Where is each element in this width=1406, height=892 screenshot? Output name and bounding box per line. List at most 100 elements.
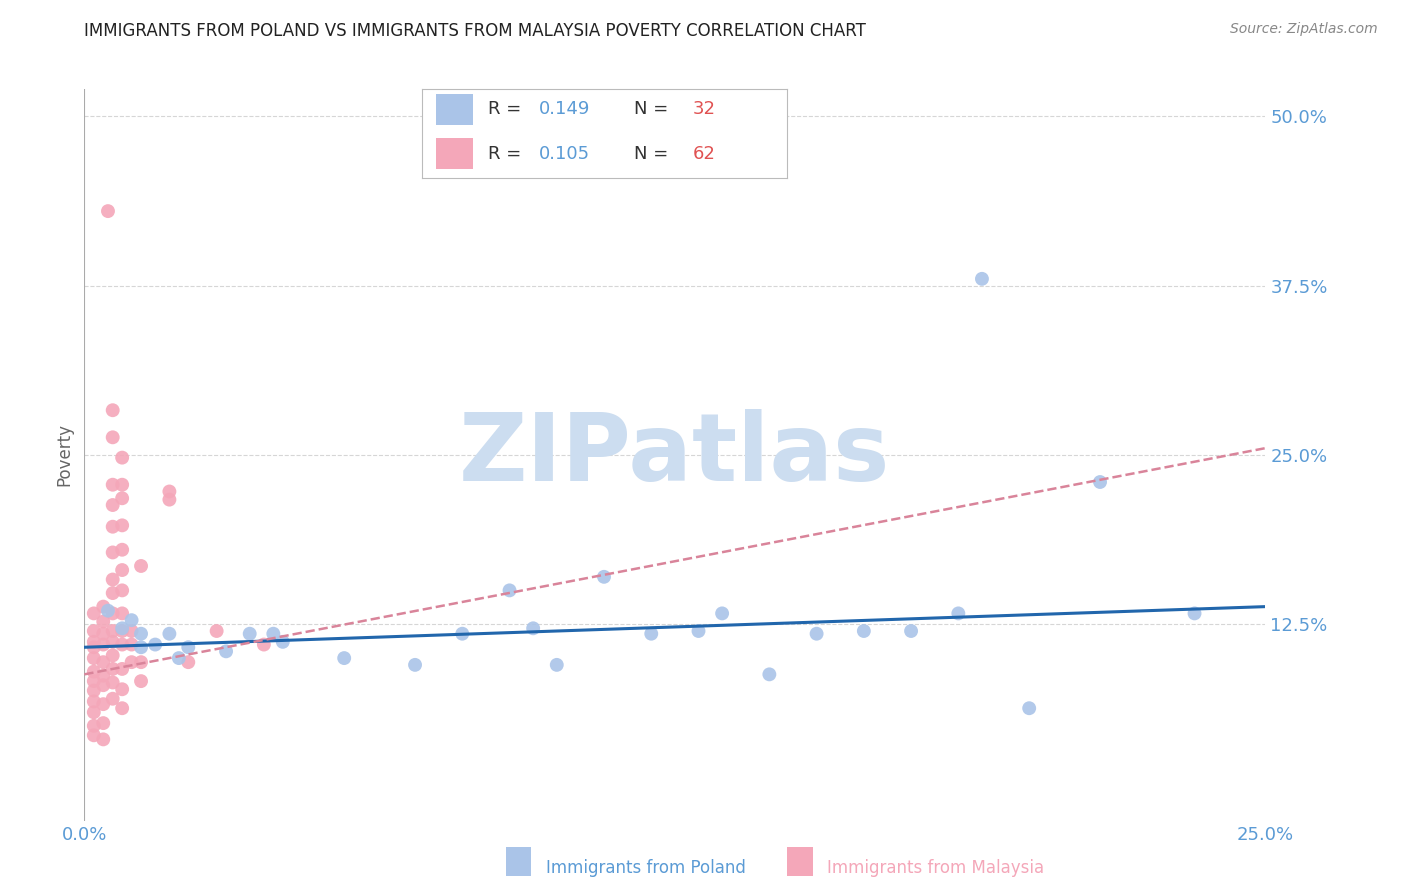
Point <box>91 626 114 640</box>
Point <box>83 635 105 649</box>
Point <box>111 662 134 676</box>
Point <box>101 519 124 533</box>
Point <box>333 651 356 665</box>
Point <box>111 638 134 652</box>
Point <box>101 662 124 676</box>
Point <box>688 624 710 638</box>
Point <box>97 204 120 219</box>
Text: N =: N = <box>634 145 673 163</box>
Point <box>129 674 152 689</box>
Point <box>121 655 143 669</box>
Point <box>167 651 190 665</box>
Point <box>101 498 124 512</box>
Point <box>215 644 238 658</box>
Text: Immigrants from Malaysia: Immigrants from Malaysia <box>827 859 1043 877</box>
Point <box>143 638 166 652</box>
Point <box>1184 607 1206 621</box>
Point <box>177 640 200 655</box>
Point <box>205 624 228 638</box>
Text: 32: 32 <box>692 100 716 119</box>
Point <box>239 626 262 640</box>
Point <box>83 607 105 621</box>
Text: 62: 62 <box>692 145 716 163</box>
Point <box>83 665 105 679</box>
Point <box>101 691 124 706</box>
Point <box>111 583 134 598</box>
Text: R =: R = <box>488 100 527 119</box>
Point <box>129 559 152 574</box>
Text: Source: ZipAtlas.com: Source: ZipAtlas.com <box>1230 22 1378 37</box>
Point <box>498 583 520 598</box>
Point <box>101 675 124 690</box>
Point <box>948 607 970 621</box>
Bar <box>436 138 472 169</box>
Point <box>101 648 124 663</box>
Point <box>83 640 105 655</box>
Point <box>129 655 152 669</box>
Point <box>101 586 124 600</box>
Point <box>91 669 114 683</box>
Point <box>83 683 105 698</box>
Text: N =: N = <box>634 100 673 119</box>
Point <box>111 682 134 697</box>
Point <box>91 638 114 652</box>
Text: ZIPatlas: ZIPatlas <box>460 409 890 501</box>
Point <box>121 638 143 652</box>
Text: IMMIGRANTS FROM POLAND VS IMMIGRANTS FROM MALAYSIA POVERTY CORRELATION CHART: IMMIGRANTS FROM POLAND VS IMMIGRANTS FRO… <box>84 22 866 40</box>
Point <box>262 626 284 640</box>
Point <box>593 570 616 584</box>
Point <box>111 542 134 557</box>
Point <box>111 477 134 491</box>
Point <box>121 613 143 627</box>
Point <box>83 674 105 689</box>
Point <box>101 573 124 587</box>
Point <box>129 626 152 640</box>
Point <box>83 706 105 720</box>
Text: R =: R = <box>488 145 527 163</box>
Bar <box>436 94 472 125</box>
Point <box>101 635 124 649</box>
Point <box>111 491 134 506</box>
Point <box>111 701 134 715</box>
Point <box>101 624 124 638</box>
Point <box>101 545 124 559</box>
Point <box>111 607 134 621</box>
Point <box>177 655 200 669</box>
Point <box>640 626 662 640</box>
Point <box>806 626 828 640</box>
Point <box>91 732 114 747</box>
Point <box>101 403 124 417</box>
Point <box>111 621 134 635</box>
Point <box>91 716 114 731</box>
Point <box>451 626 474 640</box>
Point <box>91 678 114 692</box>
Point <box>111 518 134 533</box>
Point <box>157 484 180 499</box>
Point <box>157 626 180 640</box>
Point <box>1088 475 1111 489</box>
Point <box>83 728 105 742</box>
Text: 0.149: 0.149 <box>538 100 591 119</box>
Point <box>404 657 426 672</box>
Point <box>97 604 120 618</box>
Point <box>111 450 134 465</box>
Point <box>91 615 114 629</box>
Point <box>1018 701 1040 715</box>
Point <box>91 655 114 669</box>
Text: Immigrants from Poland: Immigrants from Poland <box>546 859 745 877</box>
Point <box>83 624 105 638</box>
Point <box>111 624 134 638</box>
Y-axis label: Poverty: Poverty <box>55 424 73 486</box>
Point <box>83 694 105 708</box>
Point <box>253 638 276 652</box>
Point <box>101 477 124 491</box>
Point <box>129 640 152 655</box>
Point <box>852 624 875 638</box>
Point <box>157 492 180 507</box>
Point <box>83 651 105 665</box>
Point <box>101 430 124 444</box>
Point <box>711 607 734 621</box>
Point <box>522 621 544 635</box>
Point <box>546 657 568 672</box>
Point <box>758 667 780 681</box>
